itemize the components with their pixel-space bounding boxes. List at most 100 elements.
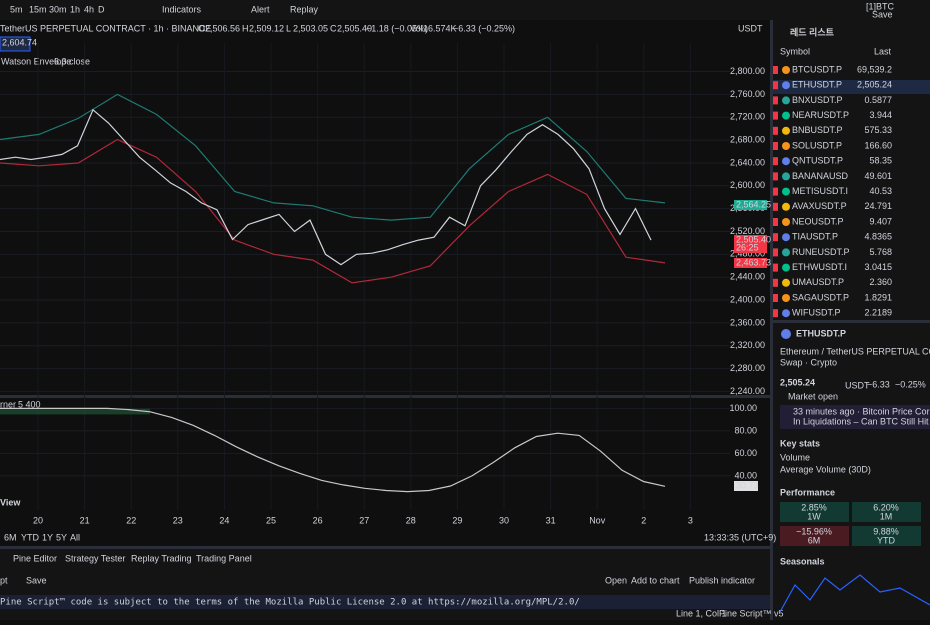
row-symbol[interactable]: NEOUSDT.P [792, 216, 844, 226]
row-symbol[interactable]: NEARUSDT.P [792, 110, 849, 120]
save-label[interactable]: Save [872, 9, 893, 19]
coin-icon [782, 172, 790, 181]
perf-cell [852, 526, 921, 546]
row-symbol[interactable]: UMAUSDT.P [792, 277, 844, 287]
news-headline-2[interactable]: In Liquidations – Can BTC Still Hit ATH? [793, 416, 930, 426]
left-price-box [0, 36, 31, 52]
price-tick-label: 2,240.00 [730, 386, 765, 396]
pane-divider [0, 395, 770, 398]
publish-button[interactable]: Publish indicator [689, 575, 755, 585]
row-last: 2.360 [869, 277, 892, 287]
flag [773, 278, 778, 287]
ohlc-value: 2,506.56 [205, 23, 240, 33]
indicators-button[interactable]: Indicators [162, 4, 202, 14]
bar-change: −1.18 (−0.05%) [366, 23, 428, 33]
x-tick-label: 24 [219, 515, 229, 525]
interval-button[interactable]: 1h [70, 4, 80, 14]
alert-button[interactable]: Alert [251, 4, 270, 14]
detail-change-pct: −0.25% [895, 379, 926, 389]
price-line [0, 108, 652, 266]
toolbar [0, 0, 930, 20]
flag [773, 218, 778, 226]
flag [773, 248, 778, 257]
open-button[interactable]: Open [605, 575, 627, 585]
section-title: Key stats [780, 438, 820, 448]
selected-row[interactable] [773, 80, 930, 94]
row-symbol[interactable]: BNXUSDT.P [792, 95, 843, 105]
range-button[interactable]: YTD [21, 532, 40, 542]
coin-icon [782, 96, 790, 105]
price-tick-label: 2,280.00 [730, 363, 765, 373]
row-symbol[interactable]: RUNEUSDT.P [792, 247, 850, 257]
row-last: 9.407 [869, 216, 892, 226]
code-line-bg [0, 595, 770, 609]
x-tick-label: 28 [406, 515, 416, 525]
row-last: 40.53 [869, 186, 892, 196]
add-to-chart[interactable]: Add to chart [631, 575, 680, 585]
perf-cell [780, 502, 849, 522]
detail-symbol: ETHUSDT.P [796, 328, 846, 338]
flag [773, 111, 778, 120]
panel-tab[interactable]: Pine Editor [13, 553, 57, 563]
code-line: Pine Script™ code is subject to the term… [0, 598, 580, 608]
coin-icon [782, 202, 790, 211]
row-last: 2,505.24 [857, 80, 892, 90]
row-symbol[interactable]: SOLUSDT.P [792, 140, 842, 150]
logo: View [0, 497, 21, 507]
perf-label: 1M [880, 511, 893, 521]
replay-button[interactable]: Replay [290, 4, 319, 14]
news-headline[interactable]: 33 minutes ago · Bitcoin Price Correctio… [793, 406, 930, 416]
interval-button[interactable]: 15m [29, 4, 47, 14]
ohlc-key: C [330, 23, 337, 33]
range-button[interactable]: All [70, 532, 80, 542]
ohlc-value: 2,509.12 [249, 23, 284, 33]
flag [773, 172, 778, 181]
countdown-tag-box [734, 243, 767, 253]
row-symbol[interactable]: ETHUSDT.P [792, 80, 842, 90]
panel-tab[interactable]: Trading Panel [196, 553, 252, 563]
indicator-name: Watson Envelope [1, 56, 71, 66]
row-last: 5.768 [869, 247, 892, 257]
row-symbol[interactable]: SAGAUSDT.P [792, 292, 849, 302]
range-button[interactable]: 6M [4, 532, 17, 542]
column-header: Last [874, 46, 892, 56]
row-symbol[interactable]: BTCUSDT.P [792, 64, 842, 74]
row-symbol[interactable]: BNBUSDT.P [792, 125, 843, 135]
vol-value: 16.574K [423, 23, 457, 33]
row-symbol[interactable]: BANANAUSD [792, 171, 849, 181]
osc-tick-label: 80.00 [734, 425, 757, 435]
perf-cell [852, 502, 921, 522]
cursor-position: Line 1, Col 1 [676, 608, 727, 618]
interval-button[interactable]: 5m [10, 4, 23, 14]
currency-select[interactable]: USDT [738, 23, 763, 33]
row-symbol[interactable]: QNTUSDT.P [792, 156, 843, 166]
interval-button[interactable]: 4h [84, 4, 94, 14]
layout-name[interactable]: [1]BTC [866, 1, 895, 11]
row-symbol[interactable]: ETHWUSDT.I [792, 262, 847, 272]
range-button[interactable]: 1Y [42, 532, 53, 542]
save-button[interactable]: Save [26, 575, 47, 585]
interval-button[interactable]: 30m [49, 4, 67, 14]
flag [773, 81, 778, 90]
indicator-params: 6.3 close [54, 56, 90, 66]
price-tick-label: 2,480.00 [730, 249, 765, 259]
envelope-lower [0, 138, 666, 284]
perf-value: 9.88% [873, 526, 899, 536]
row-symbol[interactable]: TIAUSDT.P [792, 232, 838, 242]
interval-button[interactable]: D [98, 4, 105, 14]
perf-value: −15.96% [796, 526, 832, 536]
range-button[interactable]: 5Y [56, 532, 67, 542]
section-title: Performance [780, 487, 835, 497]
panel-tab[interactable]: Strategy Tester [65, 553, 125, 563]
row-symbol[interactable]: AVAXUSDT.P [792, 201, 847, 211]
row-symbol[interactable]: WIFUSDT.P [792, 308, 841, 318]
osc-params: 5 400 [18, 399, 41, 409]
row-symbol[interactable]: METISUSDT.I [792, 186, 848, 196]
last-price-tag: 2,505.40 [736, 234, 771, 244]
flag [773, 294, 778, 302]
day-change: −6.33 (−0.25%) [453, 23, 515, 33]
coin-icon [782, 233, 790, 242]
price-tick-label: 2,520.00 [730, 226, 765, 236]
panel-tab[interactable]: Replay Trading [131, 553, 192, 563]
coin-icon [782, 187, 790, 196]
